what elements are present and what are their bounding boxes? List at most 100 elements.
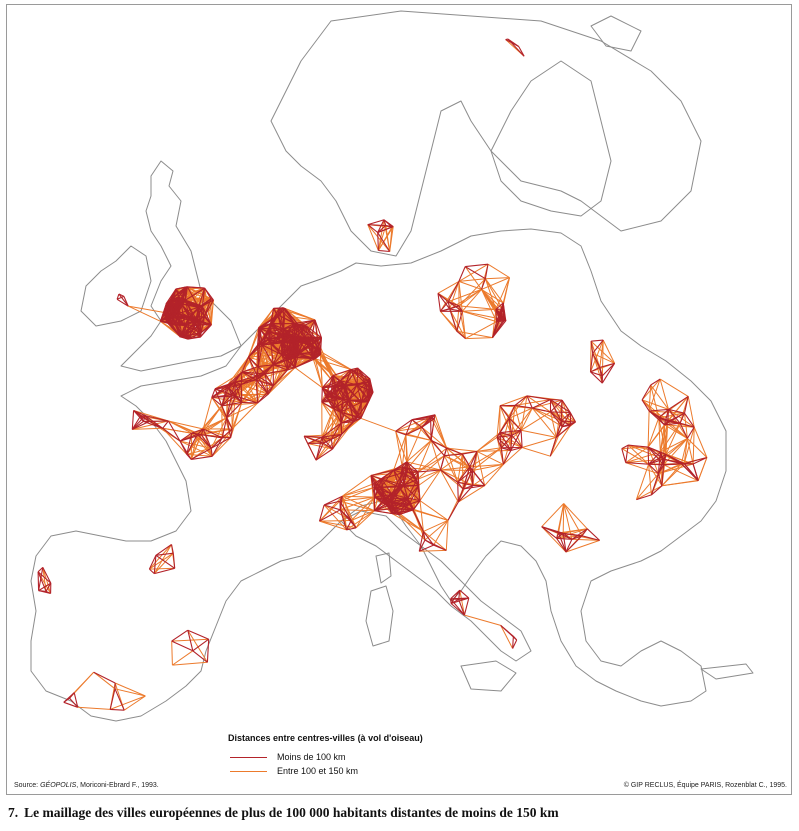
link-short [398, 479, 417, 488]
link-short [550, 399, 563, 401]
link-short [261, 344, 274, 366]
link-short [200, 316, 205, 333]
link-long [462, 310, 497, 323]
link-short [339, 401, 362, 413]
link-short [495, 302, 504, 310]
link-short [201, 434, 223, 439]
link-short [418, 539, 426, 552]
link-short [459, 589, 470, 599]
link-long [521, 429, 557, 438]
link-long [458, 485, 485, 503]
link-short [235, 395, 258, 404]
link-short [462, 484, 474, 490]
link-long [563, 503, 573, 540]
link-short [380, 479, 383, 488]
link-short [589, 353, 594, 372]
link-short [412, 509, 424, 532]
link-short [657, 473, 663, 486]
link-short [116, 293, 120, 300]
link-long [267, 364, 274, 395]
link-long [665, 437, 688, 455]
link-long [314, 358, 323, 388]
link-short [264, 373, 274, 387]
link-long [294, 367, 323, 389]
link-long [406, 461, 441, 471]
link-short [508, 405, 516, 419]
link-short [304, 319, 316, 339]
link-short [258, 364, 274, 368]
link-short [403, 471, 419, 486]
link-long [202, 397, 213, 430]
link-long [342, 495, 375, 512]
link-short [132, 420, 150, 430]
link-short [374, 486, 392, 503]
link-long [458, 263, 489, 282]
link-short [281, 340, 299, 344]
link-short [628, 444, 649, 448]
link-short [590, 366, 601, 373]
link-long [149, 552, 174, 570]
link-short [407, 467, 419, 473]
link-long [621, 446, 649, 450]
link-long [465, 321, 497, 340]
link-short [273, 356, 289, 366]
link-short [280, 328, 285, 343]
link-short [440, 305, 460, 312]
link-short [641, 399, 650, 412]
link-short [284, 308, 295, 324]
link-short [162, 427, 181, 442]
link-short [226, 417, 233, 430]
link-short [550, 411, 563, 428]
link-short [63, 697, 70, 703]
link-short [221, 394, 233, 407]
link-short [367, 224, 379, 233]
link-short [268, 328, 285, 340]
link-short [550, 399, 562, 422]
link-long [636, 485, 663, 501]
link-short [381, 478, 400, 488]
link-short [221, 385, 228, 406]
link-short [226, 417, 232, 438]
link-short [177, 306, 199, 315]
link-long [562, 503, 565, 534]
link-short [461, 453, 473, 471]
link-short [304, 435, 324, 444]
link-long [321, 408, 334, 438]
link-short [471, 470, 486, 486]
link-short [292, 354, 296, 368]
link-long [418, 469, 441, 486]
link-short [298, 340, 319, 355]
link-short [187, 321, 196, 340]
link-long [484, 464, 504, 486]
link-short [439, 301, 449, 312]
link-short [248, 344, 263, 358]
link-short [360, 399, 370, 419]
link-long [550, 411, 557, 438]
link-long [550, 411, 576, 423]
link-short [339, 500, 352, 521]
link-long [683, 427, 695, 464]
link-long [214, 371, 243, 390]
link-short [270, 343, 289, 358]
source-detail: , Moriconi-Ebrard F., 1993. [76, 782, 159, 789]
link-long [210, 417, 228, 449]
link-short [492, 318, 506, 338]
link-short [261, 331, 270, 346]
link-short [335, 397, 341, 413]
link-short [294, 319, 316, 325]
link-short [240, 384, 243, 403]
link-short [514, 395, 528, 406]
link-short [281, 354, 288, 371]
link-long [319, 351, 323, 388]
link-short [187, 629, 209, 640]
link-short [526, 395, 533, 409]
link-short [520, 430, 523, 448]
link-short [462, 466, 471, 490]
link-long [304, 433, 342, 437]
link-short [186, 433, 198, 455]
link-long [511, 405, 516, 436]
link-short [392, 509, 414, 515]
link-short [277, 314, 285, 330]
link-short [277, 314, 295, 324]
link-long [590, 340, 615, 364]
